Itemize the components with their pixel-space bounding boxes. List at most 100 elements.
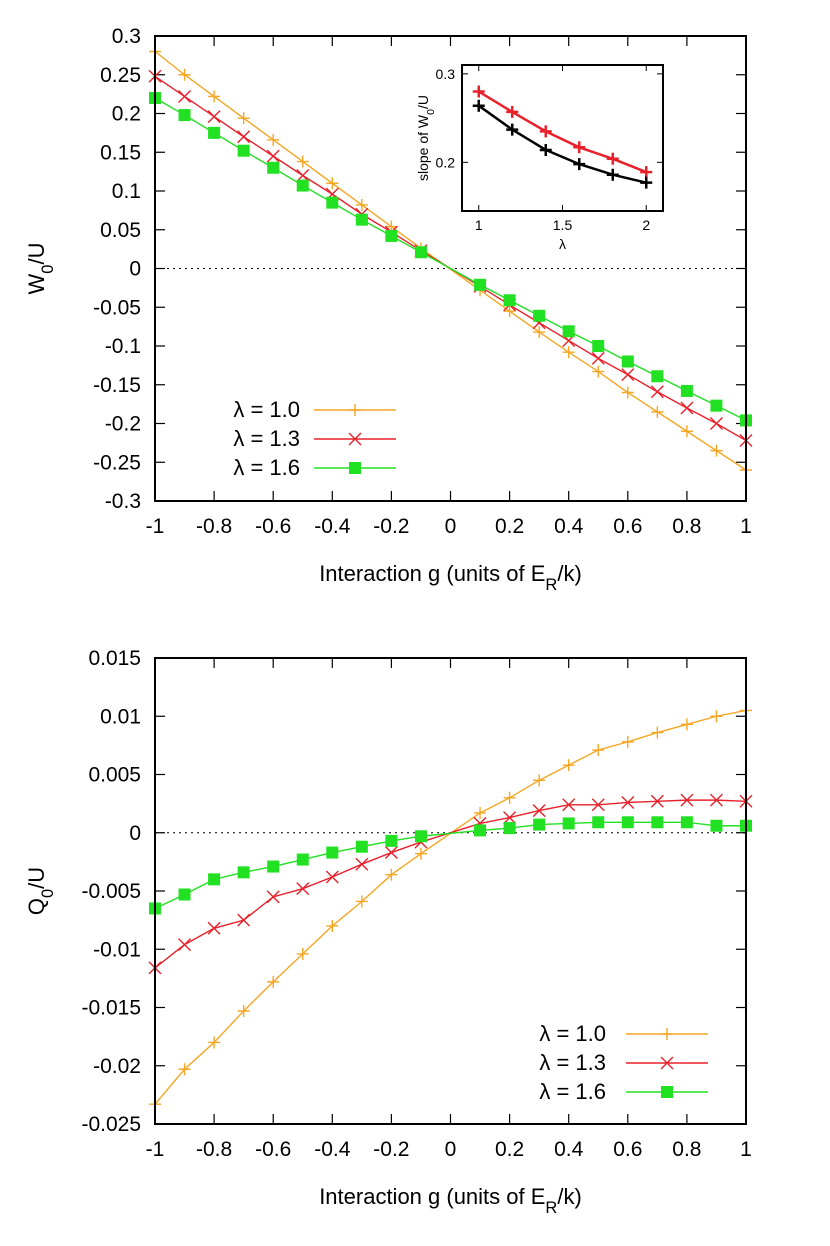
inset-data-point [539, 125, 552, 138]
data-point [503, 305, 516, 318]
inset-data-point [472, 99, 485, 112]
inset-y-label-tail: /U [415, 95, 431, 109]
data-point [237, 1004, 250, 1017]
legend-label: λ = 1.0 [539, 1021, 606, 1046]
data-point [296, 853, 309, 866]
inset-y-label-sub: 0 [425, 109, 437, 115]
data-point [621, 355, 634, 368]
inset-x-axis-label: λ [559, 236, 566, 252]
x-tick-label: 0.4 [554, 1138, 584, 1161]
data-point [178, 938, 192, 952]
data-point [207, 110, 221, 124]
y-tick-label: 0 [129, 822, 141, 845]
data-point [267, 860, 280, 873]
legend-entry-1: λ = 1.0 [539, 1021, 708, 1046]
data-point [503, 791, 516, 804]
data-point [355, 895, 368, 908]
data-point [326, 177, 339, 190]
data-point [709, 417, 723, 430]
data-point [651, 370, 664, 383]
y-axis-label-tail: /U [24, 867, 49, 889]
data-point [562, 817, 575, 830]
data-point [208, 1036, 221, 1049]
data-point [296, 155, 309, 168]
inset-data-point [606, 152, 619, 165]
data-point [621, 735, 634, 748]
data-point [208, 90, 221, 103]
x-tick-label: 0.2 [495, 515, 524, 538]
data-point [207, 921, 221, 935]
x-tick-label: 0.6 [613, 1138, 642, 1161]
x-axis-label-sub: R [545, 576, 557, 594]
series-3 [149, 92, 752, 427]
data-point [267, 975, 280, 988]
y-tick-label: 0.3 [112, 25, 141, 48]
data-point [237, 130, 251, 144]
data-point [178, 888, 191, 901]
data-point [562, 759, 575, 772]
data-point [621, 816, 634, 829]
y-tick-label: -0.015 [81, 997, 141, 1020]
x-tick-label: 0 [445, 515, 457, 538]
inset-data-point [506, 123, 519, 136]
data-point [621, 368, 635, 382]
data-point [650, 794, 664, 808]
data-point [237, 144, 250, 157]
inset-data-point [640, 166, 653, 179]
data-point [355, 857, 369, 871]
data-point [355, 198, 368, 211]
x-axis-label-main: Interaction g (units of E [319, 561, 545, 586]
y-axis-label: W0/U [24, 243, 57, 295]
legend-label: λ = 1.6 [539, 1079, 606, 1104]
x-tick-label: -0.8 [196, 515, 232, 538]
data-point [474, 824, 487, 837]
x-tick-label: -0.4 [314, 515, 351, 538]
y-axis-label-sub: 0 [39, 889, 57, 898]
legend-marker [660, 1056, 674, 1070]
inset-data-point [506, 105, 519, 118]
inset-y-label-main: slope of W [415, 114, 431, 181]
data-point [651, 816, 664, 829]
y-tick-label: 0.01 [100, 705, 141, 728]
y-tick-label: 0.1 [112, 180, 141, 203]
data-point [296, 882, 310, 896]
inset-data-point [539, 143, 552, 156]
data-point [178, 1063, 191, 1076]
y-axis-label: Q0/U [24, 867, 57, 915]
data-point [178, 68, 191, 81]
data-point [414, 847, 427, 860]
data-point [325, 870, 339, 884]
x-tick-label: 0.8 [672, 1138, 701, 1161]
data-point [532, 804, 546, 818]
y-tick-label: 0.2 [112, 103, 141, 126]
legend-label: λ = 1.3 [539, 1050, 606, 1075]
y-tick-label: -0.01 [93, 938, 141, 961]
legend-entry-2: λ = 1.3 [539, 1050, 708, 1075]
y-tick-label: -0.1 [105, 335, 141, 358]
data-point [533, 818, 546, 831]
inset-data-point [573, 158, 586, 171]
y-axis-label-main: W [24, 273, 49, 294]
legend: λ = 1.0 λ = 1.3 λ = 1.6 [233, 397, 396, 480]
legend-entry-1: λ = 1.0 [233, 397, 396, 422]
x-tick-label: 1 [740, 515, 752, 538]
inset-data-point [573, 141, 586, 154]
data-point [533, 326, 546, 339]
legend-marker [349, 404, 361, 416]
y-tick-label: -0.2 [105, 413, 141, 436]
y-tick-label: 0.15 [100, 141, 141, 164]
data-point [591, 798, 605, 812]
data-point [680, 718, 693, 731]
y-tick-label: 0 [129, 258, 141, 281]
legend-marker [349, 462, 361, 474]
legend-marker [661, 1086, 673, 1098]
data-point [267, 161, 280, 174]
data-point [266, 890, 280, 904]
x-tick-label: -0.8 [196, 1138, 232, 1161]
data-point [385, 868, 398, 881]
inset-data-point [472, 85, 485, 98]
data-point [651, 726, 664, 739]
legend-entry-3: λ = 1.6 [233, 455, 396, 480]
data-point [592, 744, 605, 757]
